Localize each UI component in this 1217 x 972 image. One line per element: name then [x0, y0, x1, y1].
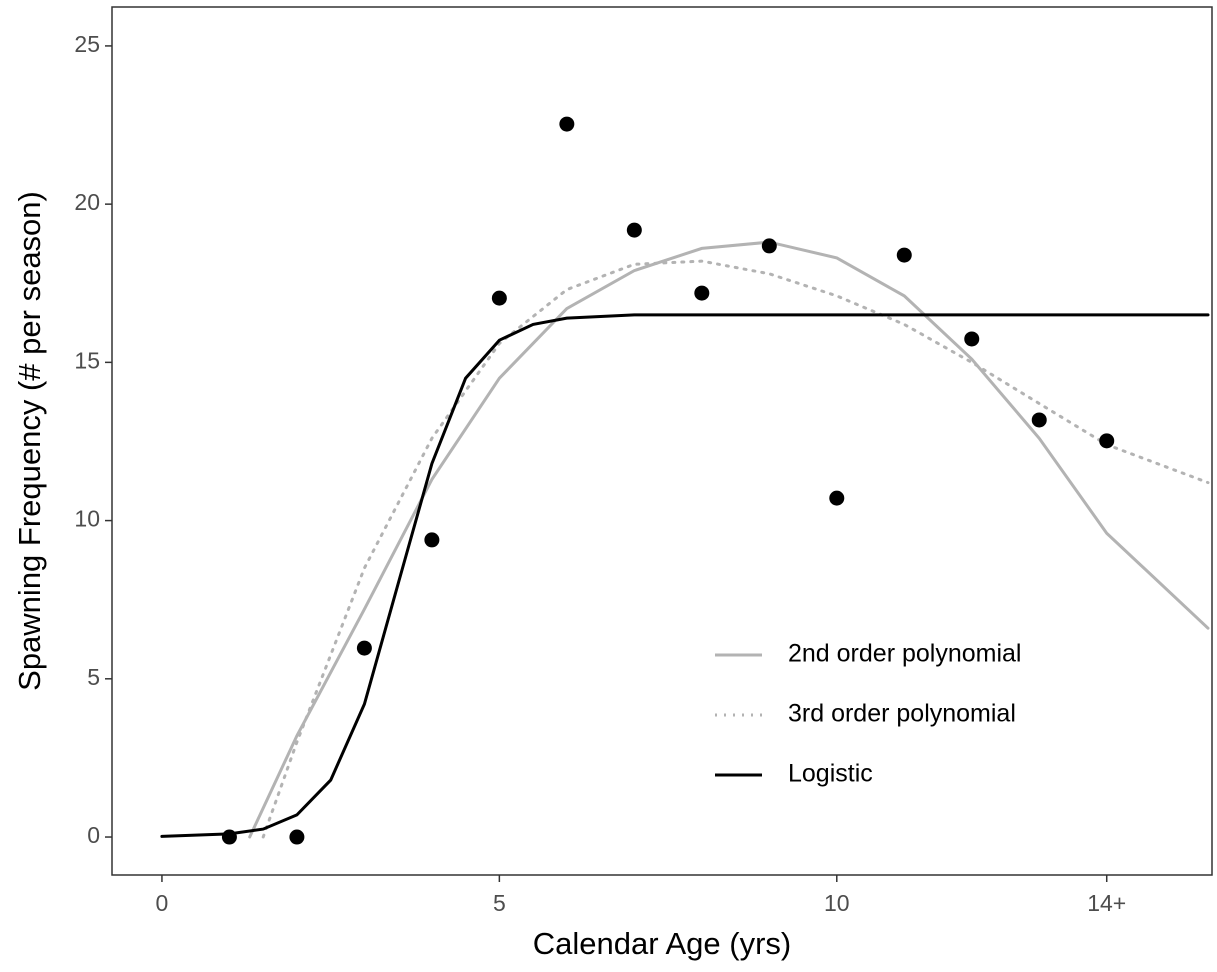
data-point: [221, 829, 237, 845]
plot-border: [111, 6, 1213, 876]
data-point: [1099, 433, 1115, 449]
y-tick-label: 15: [74, 347, 100, 373]
data-point: [559, 116, 575, 132]
x-axis-label: Calendar Age (yrs): [533, 926, 791, 961]
data-point: [896, 247, 912, 263]
y-tick-label: 5: [87, 664, 100, 690]
data-point: [964, 331, 980, 347]
fit-line: [248, 240, 1210, 839]
data-point: [626, 222, 642, 238]
legend-label: Logistic: [788, 760, 873, 788]
y-tick-label: 20: [74, 189, 100, 215]
fit-line: [160, 313, 1210, 838]
x-tick-label: 10: [824, 890, 850, 916]
data-point: [356, 640, 372, 656]
data-point: [829, 490, 845, 506]
data-point: [1031, 412, 1047, 428]
x-tick-label: 5: [493, 890, 506, 916]
legend-label: 3rd order polynomial: [788, 700, 1016, 728]
y-tick-label: 10: [74, 506, 100, 532]
y-tick-label: 25: [74, 31, 100, 57]
data-point: [761, 238, 777, 254]
data-point: [491, 290, 507, 306]
fit-line: [261, 259, 1210, 839]
x-tick-label: 14+: [1087, 890, 1126, 916]
y-tick-label: 0: [87, 822, 100, 848]
data-point: [289, 829, 305, 845]
legend-label: 2nd order polynomial: [788, 640, 1021, 668]
x-tick-label: 0: [156, 890, 169, 916]
data-point: [424, 532, 440, 548]
y-axis-label: Spawning Frequency (# per season): [12, 191, 47, 691]
data-point: [694, 285, 710, 301]
